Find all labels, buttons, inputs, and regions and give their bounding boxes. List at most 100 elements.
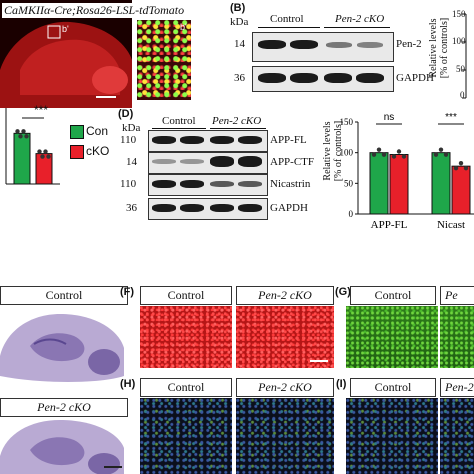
panel-c-point: [37, 149, 42, 154]
panel-d-point: [401, 154, 407, 159]
panel-h-label-cko-text: Pen-2 cKO: [258, 380, 312, 394]
panel-d-bar: [431, 152, 451, 215]
panel-c-point: [15, 129, 20, 134]
panel-e-cko-label: Pen-2 cKO: [0, 398, 128, 417]
panel-d-group-control: Control: [162, 115, 196, 127]
panel-d-point: [376, 147, 382, 152]
panel-d-group-line-2: [210, 128, 266, 129]
panel-c-point: [18, 134, 23, 139]
panel-a-brain-sagittal: [0, 21, 132, 108]
panel-c-point: [40, 154, 45, 159]
panel-e-control-label: Control: [0, 286, 128, 305]
panel-d-significance: ***: [445, 112, 457, 123]
panel-f-letter: (F): [120, 286, 135, 298]
panel-b-group-line-2: [324, 27, 390, 28]
panel-b-ylabel-text: Relative levels [% of controls]: [428, 17, 450, 79]
panel-d-kda: kDa: [122, 122, 141, 134]
panel-c-point: [43, 149, 48, 154]
panel-b-band: [258, 40, 286, 49]
panel-d-point: [391, 154, 397, 159]
panel-d-ytick-label: 50: [344, 178, 354, 188]
panel-d-band: [152, 159, 176, 164]
panel-d-blot-appfl: [148, 130, 268, 152]
panel-g-label-control: Control: [350, 286, 436, 305]
panel-c-bar-chart: [5, 108, 60, 185]
panel-g-control-image: [346, 306, 438, 368]
panel-c-bar: [13, 132, 31, 185]
panel-b-letter: (B): [230, 2, 246, 14]
legend-label-cko: cKO: [86, 144, 110, 158]
panel-b-protein-gapdh: GAPDH: [396, 72, 434, 84]
panel-d-xtick-label: APP-FL: [371, 219, 408, 231]
panel-i-label-control: Control: [350, 378, 436, 397]
panel-d-ytick-label: 100: [340, 148, 354, 158]
panel-d-protein: GAPDH: [270, 202, 308, 214]
panel-d-band: [238, 181, 262, 187]
panel-f-control-image: [140, 306, 232, 368]
panel-h-letter: (H): [120, 378, 136, 390]
panel-c-point: [24, 134, 29, 139]
panel-b-band: [324, 73, 352, 83]
panel-d-band: [238, 156, 262, 167]
panel-a-inset-marker: b': [62, 24, 69, 34]
panel-d-band: [210, 204, 234, 212]
panel-d-xtick-label: Nicast: [437, 219, 465, 231]
panel-d-point: [463, 165, 469, 171]
panel-g-letter: (G): [335, 286, 351, 298]
panel-d-protein: APP-FL: [270, 134, 307, 146]
panel-h-label-cko: Pen-2 cKO: [236, 378, 334, 397]
panel-b-group-cko: Pen-2 cKO: [335, 13, 385, 25]
panel-d-band: [180, 180, 204, 188]
panel-h-control-image: [140, 398, 232, 474]
panel-b-yaxis: [462, 13, 467, 99]
panel-i-cko-image: [440, 398, 474, 474]
panel-h-cko-image: [236, 398, 334, 474]
panel-d-bar: [389, 154, 409, 215]
legend-swatch-con: [70, 125, 84, 139]
panel-d-point: [453, 165, 459, 171]
panel-d-band: [152, 204, 176, 212]
panel-f-label-control: Control: [140, 286, 232, 305]
panel-d-bar-chart: 150 100 50 0 ns APP-FL *** Nicast: [340, 112, 474, 231]
panel-h-label-control: Control: [140, 378, 232, 397]
panel-d-band: [210, 156, 234, 167]
panel-b-ytick: 50: [456, 64, 465, 74]
panel-b-group-control: Control: [270, 13, 304, 25]
panel-b-band: [356, 73, 384, 83]
panel-b-band: [258, 73, 286, 83]
panel-b-ytick: 150: [452, 9, 466, 19]
panel-d-ytick-label: 150: [340, 117, 354, 127]
panel-f-cko-image: [236, 306, 334, 368]
panel-d-marker: 110: [120, 134, 137, 146]
panel-d-point: [396, 149, 402, 154]
panel-b-band: [290, 40, 318, 49]
panel-d-significance: ns: [384, 112, 395, 123]
panel-e-cko-text: Pen-2 cKO: [37, 400, 91, 414]
panel-b-kda: kDa: [230, 16, 249, 28]
panel-d-band: [210, 136, 234, 144]
panel-d-marker: 14: [126, 156, 137, 168]
panel-g-label-cko: Pe: [440, 286, 474, 305]
panel-d-band: [152, 180, 176, 188]
panel-d-marker: 110: [120, 178, 137, 190]
legend-label-con: Con: [86, 124, 109, 138]
panel-d-band: [238, 136, 262, 144]
panel-d-point: [433, 152, 439, 157]
panel-b-protein-pen2: Pen-2: [396, 38, 422, 50]
panel-b-marker-14: 14: [234, 38, 245, 50]
panel-d-point: [438, 147, 444, 152]
panel-g-label-cko-text: Pe: [445, 288, 458, 302]
panel-a-title: CaMKIIα-Cre;Rosa26-LSL-tdTomato: [2, 3, 187, 18]
panel-d-letter: (D): [118, 108, 134, 120]
panel-d-blot-nicastrin: [148, 174, 268, 196]
panel-i-control-image: [346, 398, 438, 474]
panel-d-band: [180, 204, 204, 212]
panel-d-marker: 36: [126, 202, 137, 214]
panel-d-bar: [451, 165, 471, 215]
panel-i-letter: (I): [336, 378, 347, 390]
panel-c-point: [46, 154, 51, 159]
panel-d-band: [152, 136, 176, 144]
panel-c-bar: [35, 153, 53, 185]
panel-c-point: [21, 129, 26, 134]
panel-f-scalebar: [310, 360, 328, 362]
